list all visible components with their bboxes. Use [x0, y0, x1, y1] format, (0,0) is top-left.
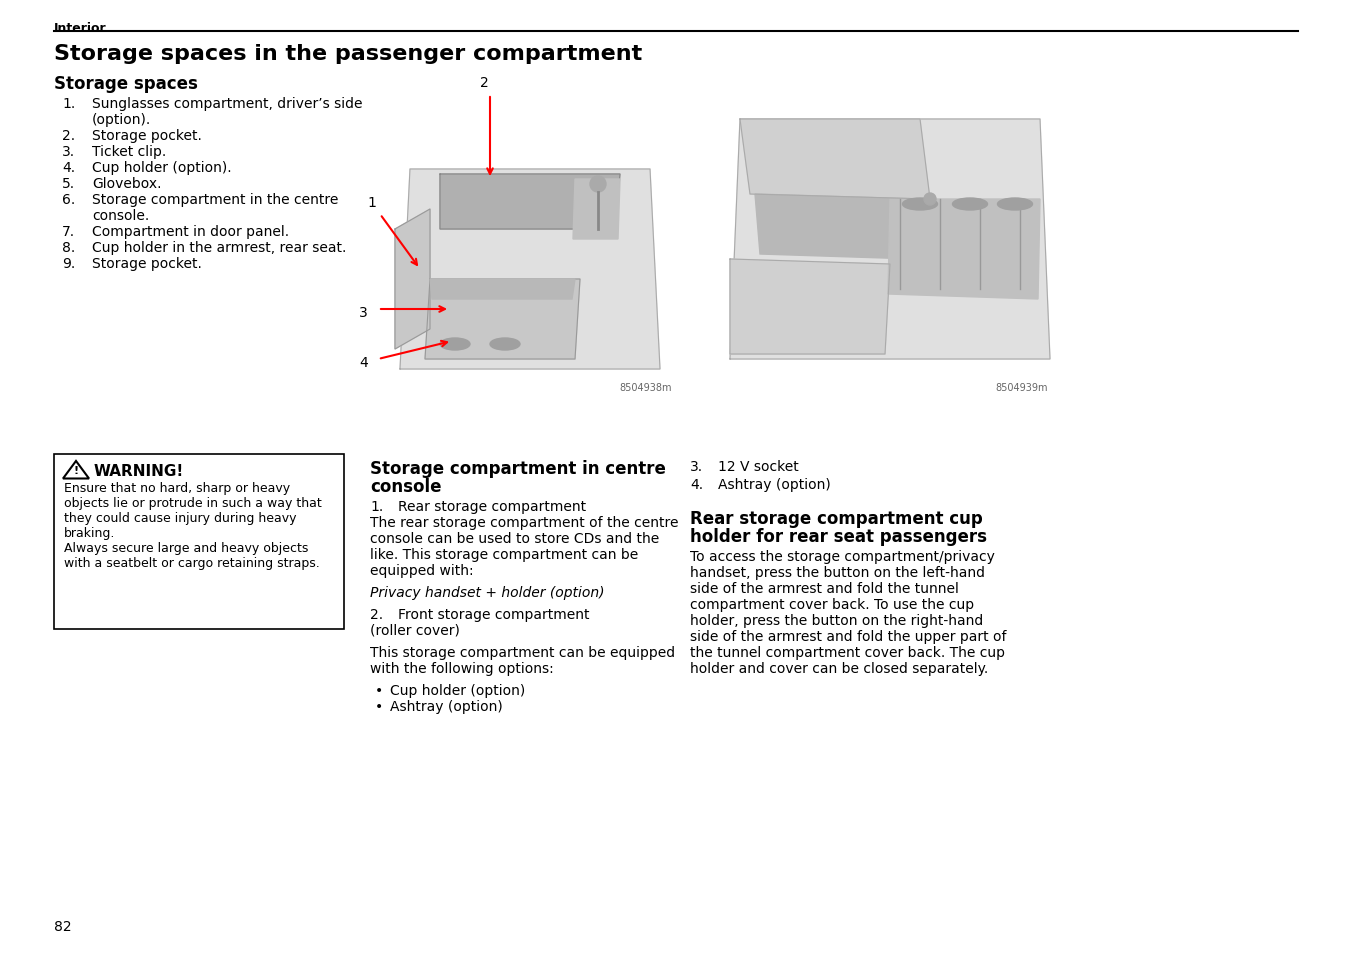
Text: 1.: 1. — [62, 97, 76, 111]
Text: The rear storage compartment of the centre: The rear storage compartment of the cent… — [370, 516, 679, 530]
Polygon shape — [740, 120, 930, 200]
Text: This storage compartment can be equipped: This storage compartment can be equipped — [370, 645, 675, 659]
Ellipse shape — [903, 199, 937, 211]
Text: 12 V socket: 12 V socket — [718, 459, 799, 474]
Text: console.: console. — [92, 209, 149, 223]
Text: 3.: 3. — [62, 145, 76, 159]
Text: 3.: 3. — [690, 459, 703, 474]
Text: 4: 4 — [360, 355, 368, 370]
Text: Storage pocket.: Storage pocket. — [92, 129, 201, 143]
Ellipse shape — [953, 199, 987, 211]
Text: Storage spaces in the passenger compartment: Storage spaces in the passenger compartm… — [54, 44, 642, 64]
Text: 9.: 9. — [62, 256, 76, 271]
Text: Ashtray (option): Ashtray (option) — [389, 700, 503, 713]
Polygon shape — [754, 194, 919, 260]
Text: 7.: 7. — [62, 225, 76, 239]
Text: Glovebox.: Glovebox. — [92, 177, 161, 191]
Text: with a seatbelt or cargo retaining straps.: with a seatbelt or cargo retaining strap… — [64, 557, 320, 569]
Circle shape — [589, 177, 606, 193]
Text: (option).: (option). — [92, 112, 151, 127]
FancyBboxPatch shape — [54, 455, 343, 629]
Text: 5.: 5. — [62, 177, 76, 191]
Text: Storage spaces: Storage spaces — [54, 75, 197, 92]
Text: (roller cover): (roller cover) — [370, 623, 460, 638]
Text: like. This storage compartment can be: like. This storage compartment can be — [370, 547, 638, 561]
Text: console can be used to store CDs and the: console can be used to store CDs and the — [370, 532, 660, 545]
Text: the tunnel compartment cover back. The cup: the tunnel compartment cover back. The c… — [690, 645, 1005, 659]
Polygon shape — [400, 170, 660, 370]
Text: 2.: 2. — [62, 129, 76, 143]
Ellipse shape — [489, 338, 521, 351]
Text: Interior: Interior — [54, 22, 107, 35]
Polygon shape — [430, 280, 575, 299]
Text: 3: 3 — [360, 306, 368, 319]
Text: •: • — [375, 683, 383, 698]
Text: 6.: 6. — [62, 193, 76, 207]
Text: •: • — [375, 700, 383, 713]
Text: with the following options:: with the following options: — [370, 661, 554, 676]
Text: Front storage compartment: Front storage compartment — [397, 607, 589, 621]
Text: Rear storage compartment: Rear storage compartment — [397, 499, 587, 514]
Text: compartment cover back. To use the cup: compartment cover back. To use the cup — [690, 598, 975, 612]
Circle shape — [923, 193, 936, 206]
Text: 82: 82 — [54, 919, 72, 933]
Text: 2: 2 — [480, 76, 488, 90]
Text: To access the storage compartment/privacy: To access the storage compartment/privac… — [690, 550, 995, 563]
Polygon shape — [888, 200, 1040, 299]
Text: 4.: 4. — [690, 477, 703, 492]
Text: console: console — [370, 477, 442, 496]
Text: Ashtray (option): Ashtray (option) — [718, 477, 830, 492]
Text: 8504939m: 8504939m — [995, 382, 1048, 393]
Text: Ensure that no hard, sharp or heavy: Ensure that no hard, sharp or heavy — [64, 481, 291, 495]
Polygon shape — [730, 260, 890, 355]
Text: Sunglasses compartment, driver’s side: Sunglasses compartment, driver’s side — [92, 97, 362, 111]
Text: D: D — [404, 260, 412, 270]
Polygon shape — [439, 174, 621, 230]
Text: 4.: 4. — [62, 161, 76, 174]
Text: Cup holder (option).: Cup holder (option). — [92, 161, 231, 174]
Ellipse shape — [998, 199, 1033, 211]
Polygon shape — [730, 120, 1051, 359]
Text: 8504938m: 8504938m — [619, 382, 672, 393]
Text: Always secure large and heavy objects: Always secure large and heavy objects — [64, 541, 308, 555]
Text: 8.: 8. — [62, 241, 76, 254]
Text: Rear storage compartment cup: Rear storage compartment cup — [690, 510, 983, 527]
Text: Storage compartment in centre: Storage compartment in centre — [370, 459, 667, 477]
Ellipse shape — [439, 338, 470, 351]
Polygon shape — [395, 210, 430, 350]
Text: 2.: 2. — [370, 607, 383, 621]
Text: WARNING!: WARNING! — [95, 463, 184, 478]
Polygon shape — [425, 280, 580, 359]
Text: Cup holder (option): Cup holder (option) — [389, 683, 525, 698]
Text: side of the armrest and fold the tunnel: side of the armrest and fold the tunnel — [690, 581, 959, 596]
Text: 1.: 1. — [370, 499, 383, 514]
Text: side of the armrest and fold the upper part of: side of the armrest and fold the upper p… — [690, 629, 1006, 643]
Text: 1: 1 — [368, 195, 376, 210]
Text: holder and cover can be closed separately.: holder and cover can be closed separatel… — [690, 661, 988, 676]
Polygon shape — [573, 180, 621, 240]
Text: objects lie or protrude in such a way that: objects lie or protrude in such a way th… — [64, 497, 322, 510]
Text: holder, press the button on the right-hand: holder, press the button on the right-ha… — [690, 614, 983, 627]
Text: Storage compartment in the centre: Storage compartment in the centre — [92, 193, 338, 207]
Text: equipped with:: equipped with: — [370, 563, 473, 578]
Text: Compartment in door panel.: Compartment in door panel. — [92, 225, 289, 239]
Text: handset, press the button on the left-hand: handset, press the button on the left-ha… — [690, 565, 986, 579]
Text: Storage pocket.: Storage pocket. — [92, 256, 201, 271]
Text: Privacy handset + holder (option): Privacy handset + holder (option) — [370, 585, 604, 599]
Text: braking.: braking. — [64, 526, 115, 539]
Text: they could cause injury during heavy: they could cause injury during heavy — [64, 512, 296, 524]
Text: Cup holder in the armrest, rear seat.: Cup holder in the armrest, rear seat. — [92, 241, 346, 254]
Text: holder for rear seat passengers: holder for rear seat passengers — [690, 527, 987, 545]
Text: !: ! — [73, 465, 78, 476]
Text: Ticket clip.: Ticket clip. — [92, 145, 166, 159]
